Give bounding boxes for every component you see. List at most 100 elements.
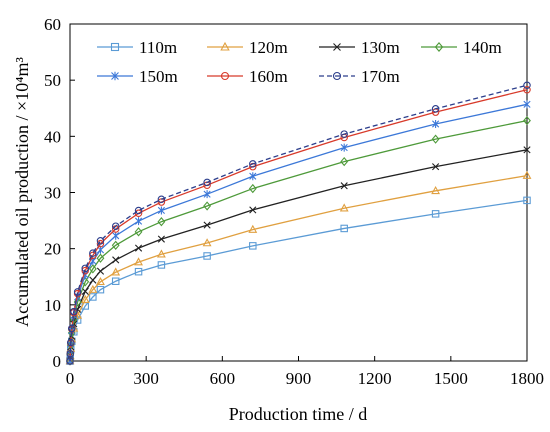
data-point (523, 196, 531, 205)
data-point (203, 178, 211, 187)
data-point (66, 349, 75, 358)
x-tick-label: 600 (210, 369, 236, 388)
data-point (249, 160, 257, 168)
y-axis: 0 10 20 30 40 50 60 (44, 15, 75, 371)
data-point (67, 338, 75, 347)
legend-label: 150m (139, 67, 178, 86)
data-point (333, 43, 341, 51)
data-point (523, 115, 531, 126)
data-point (203, 252, 211, 260)
data-point (434, 42, 444, 52)
x-axis-label: Production time / d (229, 404, 368, 424)
data-point (111, 277, 120, 285)
y-tick-label: 50 (44, 71, 61, 90)
data-point (339, 203, 349, 212)
data-point (88, 264, 97, 274)
series-lines (65, 81, 532, 366)
data-point (111, 240, 120, 250)
legend-label: 160m (249, 67, 288, 86)
data-point (81, 264, 89, 273)
data-point (134, 257, 143, 266)
data-point (134, 217, 143, 226)
x-tick-label: 900 (286, 369, 312, 388)
x-tick-label: 1500 (434, 369, 468, 388)
data-point (96, 276, 105, 286)
data-point (89, 276, 97, 284)
legend-label: 130m (361, 38, 400, 57)
data-point (248, 224, 258, 233)
data-point (522, 170, 532, 179)
y-tick-label: 60 (44, 15, 61, 34)
y-tick-label: 20 (44, 240, 61, 259)
legend-item: 140m (421, 38, 502, 57)
data-point (248, 183, 257, 194)
x-tick-label: 1200 (358, 369, 392, 388)
data-point (110, 42, 120, 52)
legend-item: 170m (319, 67, 400, 86)
legend-item: 120m (207, 38, 288, 57)
legend-label: 120m (249, 38, 288, 57)
data-point (249, 242, 257, 250)
data-point (96, 239, 105, 248)
series-160m (66, 85, 531, 365)
data-point (332, 71, 342, 81)
data-point (340, 130, 348, 138)
data-point (96, 253, 105, 263)
data-point (431, 185, 441, 195)
legend-item: 110m (97, 38, 177, 57)
series-line (69, 84, 528, 362)
data-point (157, 217, 166, 227)
legend: 110m 120m 130m 140m 150m 160m 170m (97, 38, 502, 86)
data-point (220, 41, 230, 51)
legend-item: 150m (97, 67, 178, 86)
data-point (134, 227, 143, 237)
data-point (157, 235, 165, 243)
data-point (157, 195, 166, 203)
data-point (157, 206, 165, 215)
data-point (70, 307, 78, 316)
data-point (88, 284, 98, 293)
series-130m (66, 146, 531, 365)
data-point (340, 156, 349, 167)
y-tick-label: 10 (44, 296, 61, 315)
legend-label: 170m (361, 67, 400, 86)
data-point (432, 163, 440, 171)
data-point (111, 222, 120, 230)
data-point (156, 249, 166, 258)
data-point (340, 182, 348, 190)
data-point (203, 190, 211, 199)
y-tick-label: 0 (53, 352, 62, 371)
x-tick-label: 300 (133, 369, 159, 388)
data-point (134, 244, 143, 252)
data-point (249, 206, 257, 214)
y-tick-label: 40 (44, 127, 61, 146)
data-point (523, 146, 531, 154)
series-line (69, 103, 528, 362)
data-point (134, 206, 143, 215)
data-point (431, 134, 440, 144)
data-point (89, 293, 97, 301)
data-point (523, 100, 531, 109)
series-line (69, 119, 528, 362)
x-tick-label: 1800 (510, 369, 544, 388)
data-point (523, 81, 531, 89)
x-tick-label: 0 (66, 369, 75, 388)
data-point (157, 261, 166, 269)
data-point (80, 294, 90, 304)
data-point (66, 357, 74, 365)
data-point (96, 267, 105, 275)
data-point (249, 172, 257, 181)
legend-item: 160m (207, 67, 288, 86)
data-point (96, 285, 105, 294)
data-point (89, 249, 97, 257)
data-point (431, 210, 440, 218)
legend-label: 140m (463, 38, 502, 57)
y-axis-label: Accumulated oil production / ×10⁴m³ (12, 57, 32, 327)
data-point (68, 324, 76, 333)
series-line (69, 89, 528, 362)
data-point (81, 266, 89, 275)
series-170m (66, 81, 531, 365)
data-point (340, 224, 348, 233)
data-point (96, 237, 105, 245)
